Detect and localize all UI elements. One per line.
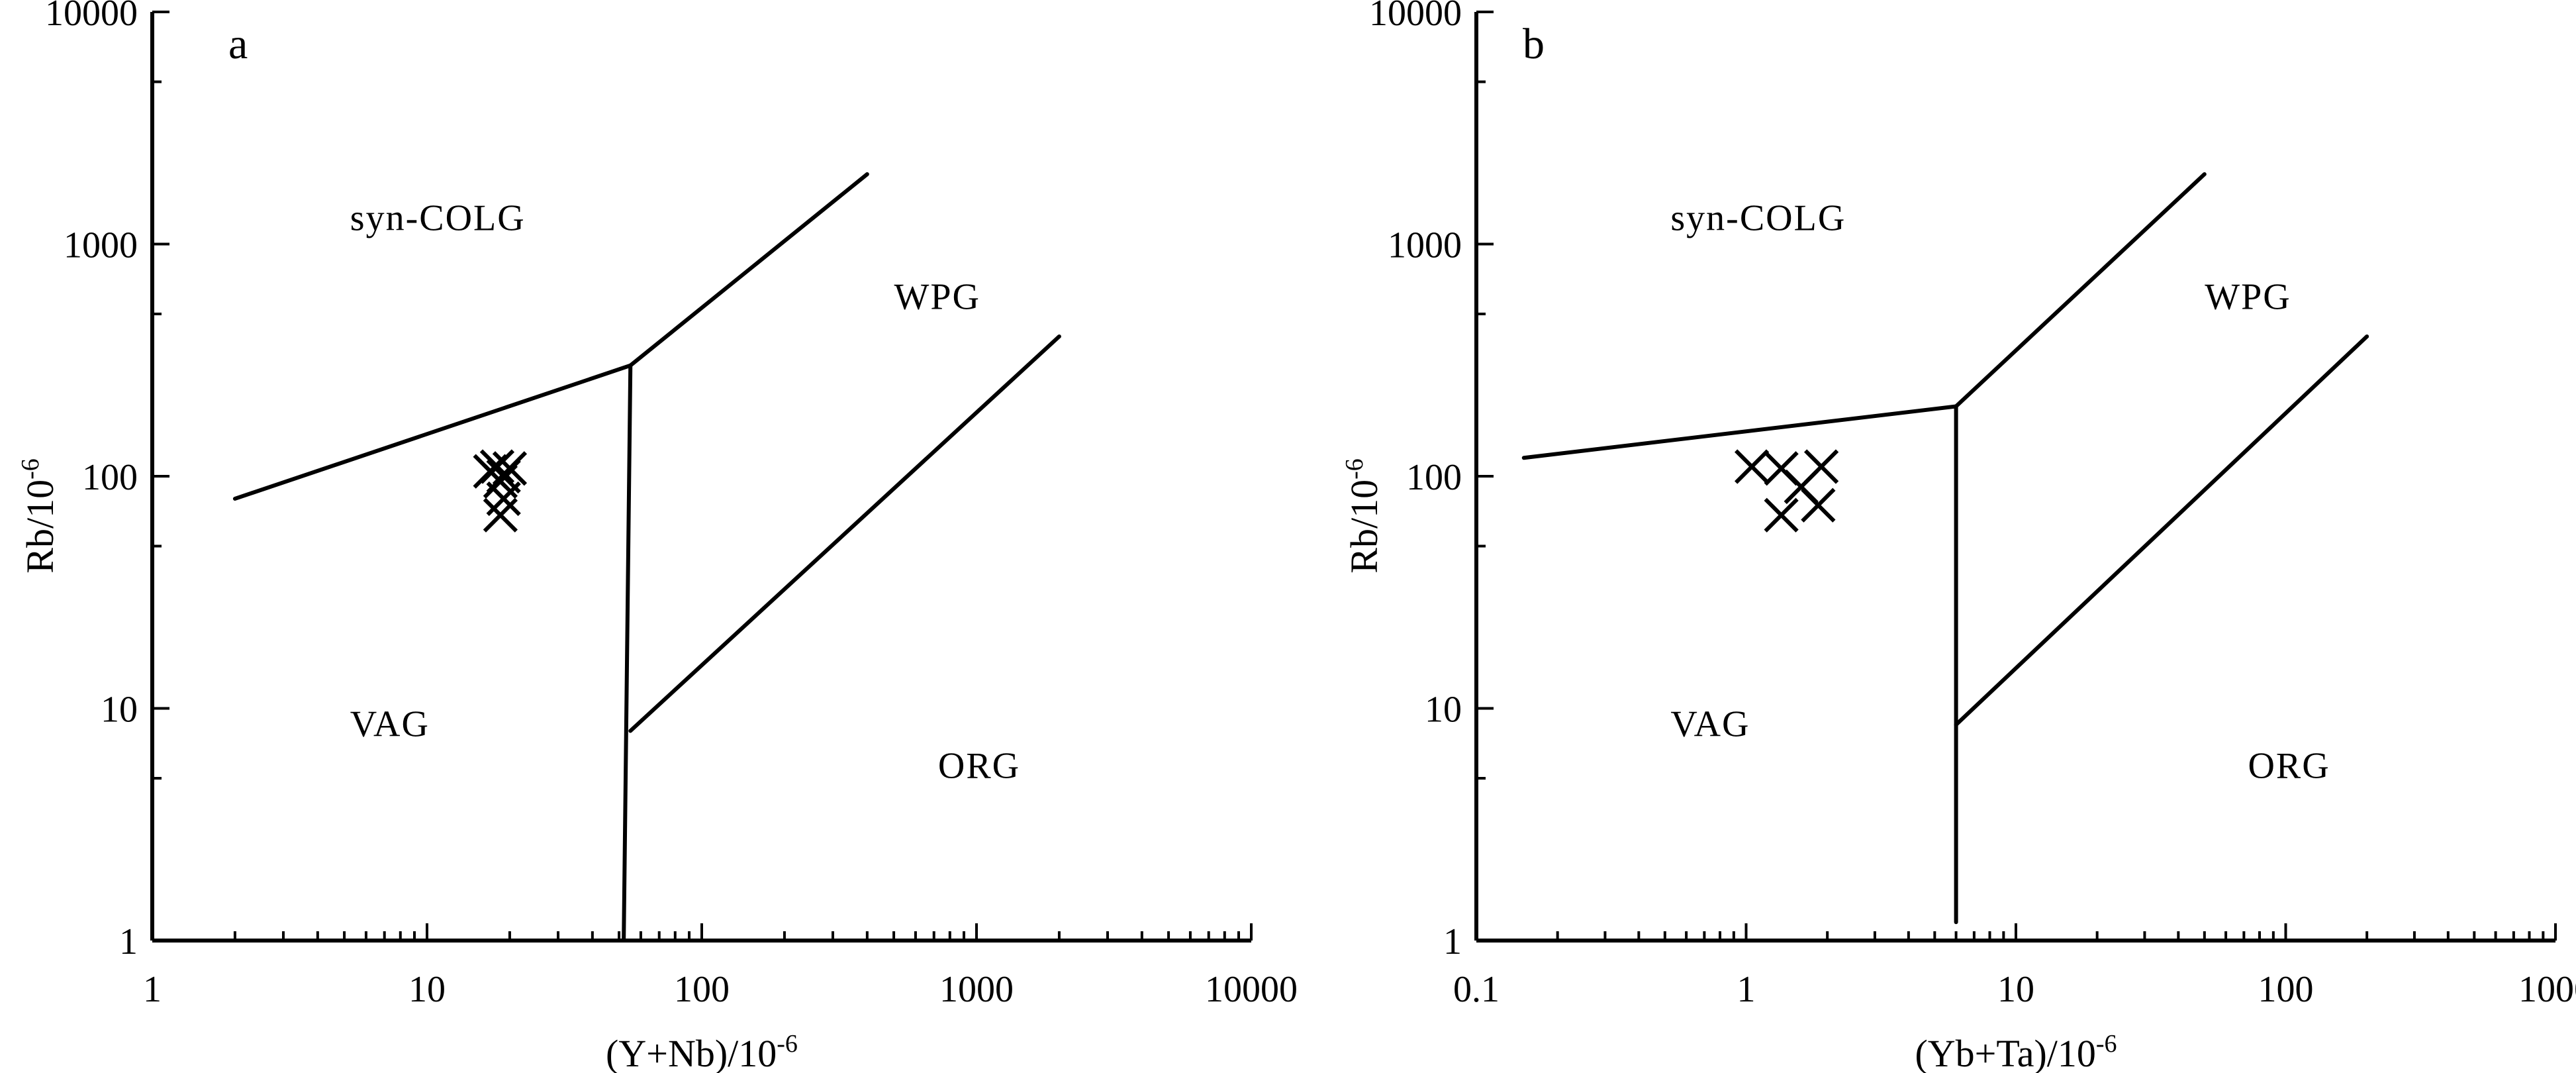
data-point-x-marker bbox=[1735, 449, 1770, 484]
y-tick-label: 10000 bbox=[1369, 0, 1462, 34]
marker-stroke bbox=[1764, 497, 1799, 533]
x-tick-label: 0.1 bbox=[1453, 969, 1500, 1010]
chart-panel-b: 0.1 1 10 100 1000 1 10 100 1000 10000 syn-COLG WPG V… bbox=[1341, 0, 2576, 1073]
x-axis-title: (Yb+Ta)/10-6 bbox=[1915, 1030, 2117, 1073]
x-axis-title-superscript: -6 bbox=[777, 1030, 798, 1058]
x-axis-title: (Y+Nb)/10-6 bbox=[606, 1030, 798, 1073]
y-axis-title-superscript: -6 bbox=[17, 458, 44, 480]
panel-label: a bbox=[228, 20, 248, 68]
field-label-wpg: WPG bbox=[2205, 277, 2291, 318]
data-point-x-marker bbox=[1801, 487, 1836, 523]
data-point-x-marker bbox=[483, 497, 518, 533]
field-label-syn-colg: syn-COLG bbox=[350, 197, 526, 238]
x-tick-label: 100 bbox=[674, 969, 730, 1010]
marker-stroke bbox=[479, 449, 515, 484]
y-tick-label: 10 bbox=[1425, 690, 1462, 731]
marker-stroke bbox=[1784, 469, 1819, 505]
x-axis-title-text: (Yb+Ta)/10 bbox=[1915, 1032, 2095, 1073]
x-tick-label: 100 bbox=[2258, 969, 2314, 1010]
y-tick-label: 10 bbox=[101, 690, 138, 731]
field-boundary-line bbox=[1954, 172, 2207, 409]
x-tick-label: 1 bbox=[1737, 969, 1756, 1010]
data-point-x-marker bbox=[479, 449, 515, 484]
x-tick-label: 1000 bbox=[2518, 969, 2576, 1010]
marker-stroke bbox=[483, 497, 518, 533]
marker-stroke bbox=[483, 464, 518, 499]
y-tick-label: 10000 bbox=[45, 0, 138, 34]
y-axis-title: Rb/10-6 bbox=[17, 458, 62, 573]
y-tick-label: 1 bbox=[119, 921, 138, 962]
field-boundary-line bbox=[1954, 334, 2369, 727]
y-tick-label: 1000 bbox=[1388, 225, 1462, 266]
y-tick-label: 100 bbox=[1406, 457, 1462, 498]
field-label-org: ORG bbox=[2248, 746, 2330, 787]
x-tick-label: 1000 bbox=[939, 969, 1014, 1010]
y-tick-label: 100 bbox=[82, 457, 138, 498]
field-boundary-line bbox=[628, 172, 869, 368]
field-label-vag: VAG bbox=[350, 704, 430, 745]
x-tick-label: 10 bbox=[1997, 969, 2034, 1010]
x-tick-label: 10000 bbox=[1205, 969, 1298, 1010]
field-label-org: ORG bbox=[938, 746, 1020, 787]
field-boundary-line bbox=[622, 363, 633, 943]
y-tick-label: 1 bbox=[1443, 921, 1462, 962]
y-axis-title-text: Rb/10 bbox=[19, 480, 62, 574]
marker-stroke bbox=[1735, 449, 1770, 484]
field-boundary-line bbox=[1521, 404, 1958, 460]
marker-stroke bbox=[1801, 487, 1836, 523]
y-tick-label: 1000 bbox=[64, 225, 138, 266]
y-axis-title-text: Rb/10 bbox=[1343, 480, 1386, 574]
y-axis-title: Rb/10-6 bbox=[1341, 458, 1386, 573]
field-label-wpg: WPG bbox=[894, 277, 980, 318]
field-label-syn-colg: syn-COLG bbox=[1670, 197, 1846, 238]
panel-label: b bbox=[1523, 20, 1545, 68]
field-label-vag: VAG bbox=[1670, 704, 1750, 745]
field-boundary-line bbox=[628, 334, 1061, 733]
x-tick-label: 1 bbox=[143, 969, 162, 1010]
chart-panel-a: 1 10 100 1000 10000 1 10 100 1000 10000 syn-COLG WP… bbox=[17, 0, 1298, 1073]
marker-stroke bbox=[1764, 451, 1799, 486]
x-tick-label: 10 bbox=[408, 969, 446, 1010]
x-axis-title-text: (Y+Nb)/10 bbox=[606, 1032, 777, 1073]
field-boundary-line bbox=[232, 363, 633, 501]
data-point-x-marker bbox=[1764, 497, 1799, 533]
x-axis-title-superscript: -6 bbox=[2096, 1030, 2117, 1058]
y-axis-title-superscript: -6 bbox=[1341, 458, 1368, 480]
